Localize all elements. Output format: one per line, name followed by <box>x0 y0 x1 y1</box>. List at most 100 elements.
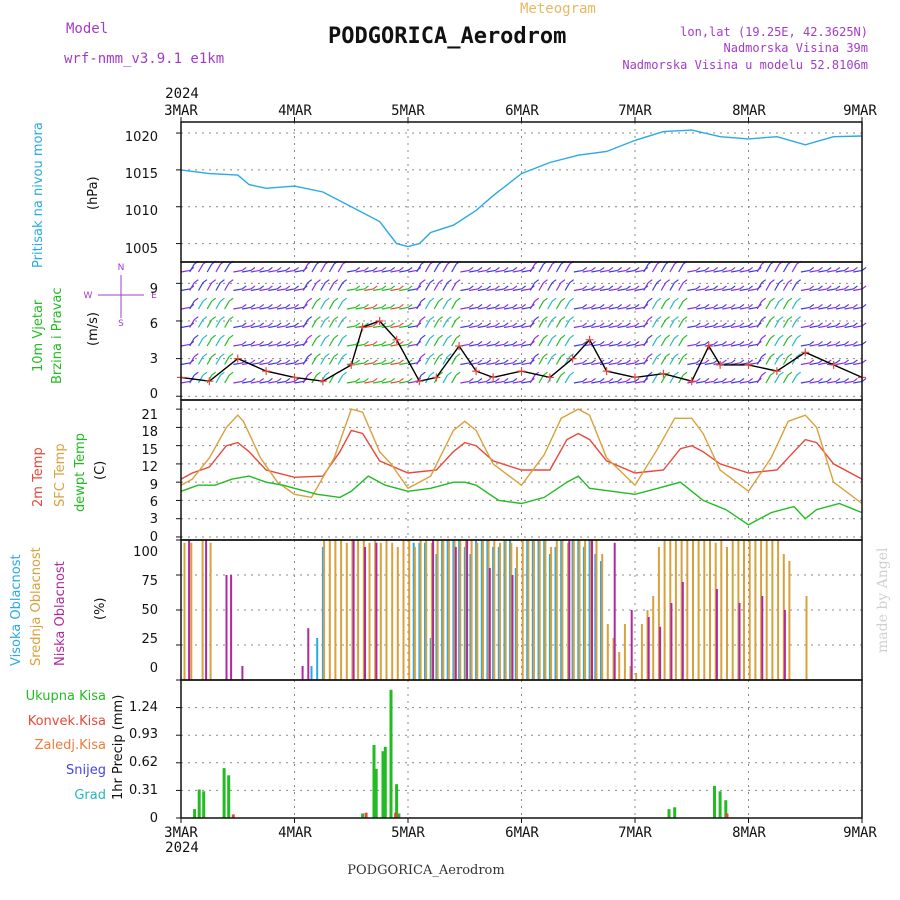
precip-ylabel: 1hr Precip (mm) <box>111 695 126 800</box>
wind-barb-flag <box>250 303 256 308</box>
wind-barb-flag <box>861 340 867 345</box>
wind-barb-flag <box>835 285 841 290</box>
wind-barb-flag <box>521 285 526 290</box>
wind-barb <box>713 380 723 384</box>
wind-barb-flag <box>739 285 745 290</box>
bar-srednja-oblacnost <box>493 540 496 680</box>
wind-barb <box>782 263 789 273</box>
wind-barb-flag <box>770 279 775 284</box>
wind-barb <box>678 319 684 328</box>
wind-barb <box>215 356 221 365</box>
wind-barb-flag <box>826 303 832 308</box>
wind-barb-flag <box>761 316 767 321</box>
wind-barb <box>224 356 230 365</box>
wind-barb-flag <box>748 359 753 364</box>
wind-barb <box>809 288 819 292</box>
wind-barb-flag <box>477 285 483 290</box>
wind-barb <box>407 306 417 310</box>
wind-barb-flag <box>307 316 313 321</box>
bar-niska-oblacnost <box>301 666 304 680</box>
wind-barb-flag <box>796 316 802 321</box>
bar-niska-oblacnost <box>659 626 662 680</box>
wind-barb-flag <box>486 340 492 345</box>
wind-barb <box>756 356 763 365</box>
wind-barb-flag <box>407 340 413 345</box>
wind-barb <box>634 306 644 310</box>
wind-barb-flag <box>730 377 736 382</box>
bar-ukupna-kisa <box>395 784 399 818</box>
bar-srednja-oblacnost <box>709 540 711 680</box>
wind-barb <box>346 343 356 347</box>
temp-tick: 21 <box>141 408 158 423</box>
wind-barb <box>818 306 828 310</box>
wind-barb <box>687 306 697 310</box>
bar-visoka-oblacnost <box>548 554 551 680</box>
wind-barb <box>503 362 514 366</box>
wind-barb-flag <box>695 266 701 271</box>
wind-barb <box>651 319 658 328</box>
wind-ylabel2: Brzina i Pravac <box>50 287 65 384</box>
wind-barb-flag <box>695 359 701 364</box>
wind-barb-flag <box>324 353 330 358</box>
wind-barb-flag <box>818 285 823 290</box>
wind-barb-flag <box>560 334 566 339</box>
wind-barb <box>242 288 252 292</box>
bar-srednja-oblacnost <box>504 540 507 680</box>
wind-barb <box>582 380 592 384</box>
bar-ukupna-kisa <box>197 789 201 818</box>
wind-barb-flag <box>390 285 396 290</box>
wind-barb <box>320 356 326 365</box>
wind-barb-flag <box>259 266 265 271</box>
wind-barb <box>206 300 213 310</box>
wind-barb <box>678 356 684 365</box>
wind-barb-flag <box>634 266 640 271</box>
wind-barb-flag <box>355 377 361 382</box>
cloud-tick: 75 <box>141 574 158 589</box>
wind-barb-flag <box>634 322 640 327</box>
bar-niska-oblacnost <box>454 547 457 680</box>
bar-visoka-oblacnost <box>497 547 500 680</box>
bar-srednja-oblacnost <box>550 547 553 680</box>
wind-barb <box>424 337 431 347</box>
cloud-tick: 25 <box>141 632 158 647</box>
wind-barb <box>495 362 505 366</box>
wind-barb <box>197 337 204 347</box>
wind-barb <box>469 325 479 329</box>
wind-barb-flag <box>835 266 841 271</box>
wind-barb <box>495 325 505 329</box>
bar-srednja-oblacnost <box>623 624 626 680</box>
wind-barb <box>469 343 479 347</box>
pressure-ylabel: Pritisak na nivou mora <box>31 122 46 268</box>
bar-srednja-oblacnost <box>499 542 501 680</box>
wind-barb <box>573 288 583 292</box>
wind-barb-flag <box>420 279 426 284</box>
bar-srednja-oblacnost <box>487 540 490 680</box>
wind-barb <box>390 362 400 366</box>
wind-barb-flag <box>372 285 378 290</box>
wind-barb <box>460 288 470 292</box>
wind-barb <box>844 343 854 347</box>
wind-barb <box>294 288 304 292</box>
wind-barb-flag <box>521 303 526 308</box>
wind-barb-flag <box>818 266 823 271</box>
wind-barb <box>678 300 684 310</box>
bar-visoka-oblacnost <box>594 554 597 680</box>
wind-barb <box>486 325 496 329</box>
wind-barb <box>268 269 278 273</box>
wind-barb <box>381 362 391 366</box>
wind-barb-flag <box>468 285 474 290</box>
bar-srednja-oblacnost <box>413 547 416 680</box>
bar-konvek-kisa <box>364 812 368 818</box>
wind-barb <box>756 337 763 347</box>
wind-barb <box>302 282 309 291</box>
wind-barb-flag <box>316 334 321 339</box>
bar-visoka-oblacnost <box>480 540 483 680</box>
wind-barb-flag <box>477 359 483 364</box>
wind-barb <box>294 380 304 384</box>
wind-barb-flag <box>617 340 623 345</box>
wind-barb <box>477 380 487 384</box>
wind-barb <box>722 288 732 292</box>
wind-barb <box>608 269 618 273</box>
bar-srednja-oblacnost <box>340 540 343 680</box>
wind-barb-flag <box>438 371 444 376</box>
